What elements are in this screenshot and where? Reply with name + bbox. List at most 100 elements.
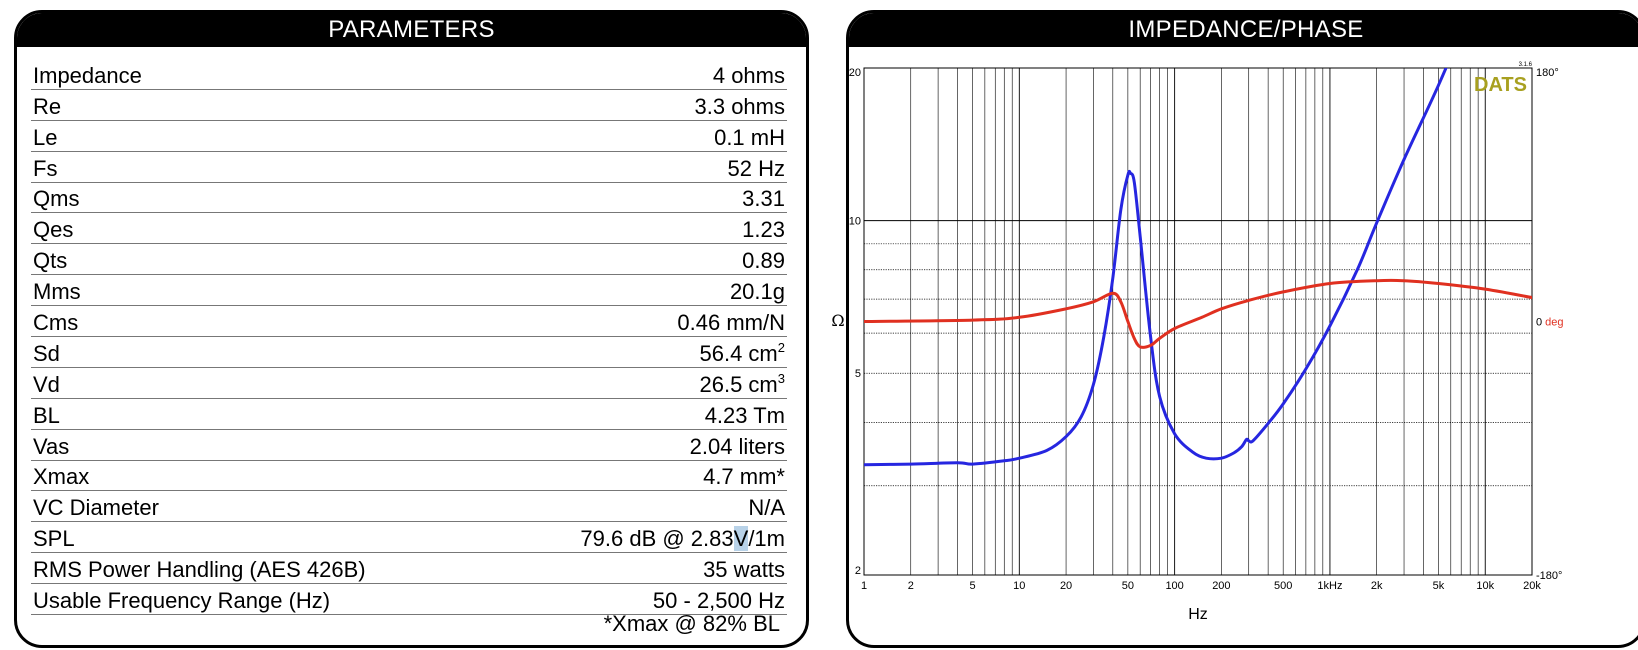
param-value: 4.7 mm*: [703, 465, 787, 489]
phase-curve: [864, 278, 1532, 349]
param-label: Fs: [33, 155, 58, 181]
param-row-qes: Qes 1.23: [31, 213, 787, 245]
impedance-phase-panel: IMPEDANCE/PHASE: [846, 10, 1638, 648]
param-row-fs: Fs 52 Hz: [31, 152, 787, 183]
param-value: 4 ohms: [712, 62, 787, 88]
param-value-text: 3.3 ohms: [694, 93, 786, 119]
param-label: Vas: [33, 433, 70, 459]
param-row-bl: BL 4.23 Tm: [31, 399, 787, 430]
param-value: 50 - 2,500 Hz: [653, 589, 787, 613]
param-row-re: Re 3.3 ohms: [31, 90, 787, 121]
y-tick-label: 5: [855, 368, 861, 380]
param-value: 52 Hz: [727, 155, 787, 181]
param-row-rms-power-handling-aes-426b: RMS Power Handling (AES 426B) 35 watts: [31, 553, 787, 585]
y-axis-label: Ω: [831, 311, 844, 330]
phase-tick-value: 180°: [1536, 67, 1559, 79]
param-label: RMS Power Handling (AES 426B): [33, 557, 366, 583]
phase-tick-label: 0 deg: [1536, 317, 1563, 329]
x-tick-label: 100: [1165, 580, 1183, 592]
param-value: 56.4 cm2: [700, 336, 788, 366]
x-tick-label: 5: [969, 580, 975, 592]
phase-tick-label: 180°: [1536, 67, 1559, 79]
param-row-impedance: Impedance 4 ohms: [31, 59, 787, 90]
param-value-part: 79.6 dB @ 2.83: [580, 526, 734, 552]
param-value-text: 1.23: [742, 217, 785, 243]
version-label: 3.1.6: [1519, 62, 1533, 68]
x-tick-label: 2k: [1371, 580, 1383, 592]
param-value-text: 50 - 2,500 Hz: [652, 588, 785, 614]
param-value-part: /1m: [748, 526, 785, 552]
param-value: 20.1g: [730, 280, 787, 304]
x-tick-label: 1kHz: [1317, 580, 1342, 592]
y-tick-label: 10: [849, 216, 861, 228]
param-value: 0.1 mH: [714, 124, 787, 150]
param-label: Qts: [33, 248, 68, 274]
param-label: Le: [33, 124, 58, 150]
param-row-vd: Vd 26.5 cm3: [31, 368, 787, 399]
param-label: BL: [33, 402, 60, 428]
param-value-text: 0.1 mH: [714, 124, 785, 150]
x-tick-label: 50: [1122, 580, 1134, 592]
param-label: Impedance: [33, 62, 142, 88]
param-label: Re: [33, 93, 62, 119]
param-value: 0.46 mm/N: [677, 311, 787, 335]
param-value-text: 2.04 liters: [689, 433, 785, 459]
param-label: SPL: [33, 526, 75, 552]
param-row-usable-frequency-range-hz: Usable Frequency Range (Hz) 50 - 2,500 Hz: [31, 584, 787, 616]
param-value-text: 35 watts: [703, 557, 785, 583]
param-value-text: 26.5 cm: [699, 371, 778, 397]
param-value: 35 watts: [703, 558, 787, 582]
parameters-title: PARAMETERS: [17, 13, 806, 47]
phase-tick-label: -180°: [1536, 570, 1562, 582]
param-value-text: 4.23 Tm: [704, 402, 785, 428]
y-tick-label: 20: [849, 67, 861, 79]
param-row-spl: SPL 79.6 dB @ 2.83V/1m: [31, 522, 787, 554]
phase-tick-value: -180°: [1536, 570, 1562, 582]
param-value-text: 4.7 mm*: [703, 464, 785, 490]
x-tick-label: 500: [1274, 580, 1292, 592]
param-label: Xmax: [33, 464, 90, 490]
param-label: VC Diameter: [33, 495, 159, 521]
impedance-phase-title: IMPEDANCE/PHASE: [849, 13, 1638, 47]
param-value-text: 52 Hz: [727, 155, 785, 181]
impedance-curve: [864, 68, 1448, 467]
x-tick-label: 5k: [1433, 580, 1445, 592]
param-value: 3.31: [742, 187, 787, 211]
phase-unit-label: deg: [1545, 317, 1563, 329]
param-value: 0.89: [742, 249, 787, 273]
param-row-mms: Mms 20.1g: [31, 275, 787, 307]
param-row-sd: Sd 56.4 cm2: [31, 337, 787, 368]
param-value-text: 56.4 cm: [699, 340, 778, 366]
param-row-vc-diameter: VC Diameter N/A: [31, 491, 787, 523]
phase-tick-value: 0: [1536, 317, 1542, 329]
param-label: Qes: [33, 217, 74, 243]
param-value: 1.23: [742, 218, 787, 242]
param-value-text: N/A: [748, 495, 785, 521]
dats-logo: DATS: [1474, 74, 1527, 96]
param-value: 26.5 cm3: [700, 367, 788, 397]
x-tick-label: 10: [1013, 580, 1025, 592]
param-value: 3.3 ohms: [694, 93, 788, 119]
x-tick-label: 20k: [1523, 580, 1541, 592]
x-tick-label: 1: [861, 580, 867, 592]
param-label: Sd: [33, 340, 60, 366]
param-value-text: 0.89: [742, 248, 785, 274]
param-row-vas: Vas 2.04 liters: [31, 430, 787, 461]
param-value-text: 20.1g: [729, 279, 785, 305]
unit-superscript: 3: [777, 370, 785, 386]
parameters-panel: PARAMETERS Impedance 4 ohms Re 3.3 ohms Le 0.…: [14, 10, 809, 648]
param-value-text: 0.46 mm/N: [677, 310, 785, 336]
param-label: Qms: [33, 186, 80, 212]
unit-superscript: 2: [777, 339, 785, 355]
param-label: Cms: [33, 310, 79, 336]
param-value: N/A: [748, 496, 787, 520]
param-value-text: 3.31: [742, 186, 785, 212]
param-row-cms: Cms 0.46 mm/N: [31, 306, 787, 338]
param-value-text: 4 ohms: [712, 62, 785, 88]
param-row-qms: Qms 3.31: [31, 183, 787, 214]
param-value: 4.23 Tm: [704, 402, 787, 428]
parameters-table: Impedance 4 ohms Re 3.3 ohms Le 0.1 mH Fs 52 Hz…: [31, 59, 787, 616]
param-row-le: Le 0.1 mH: [31, 121, 787, 152]
param-label: Mms: [33, 279, 81, 305]
